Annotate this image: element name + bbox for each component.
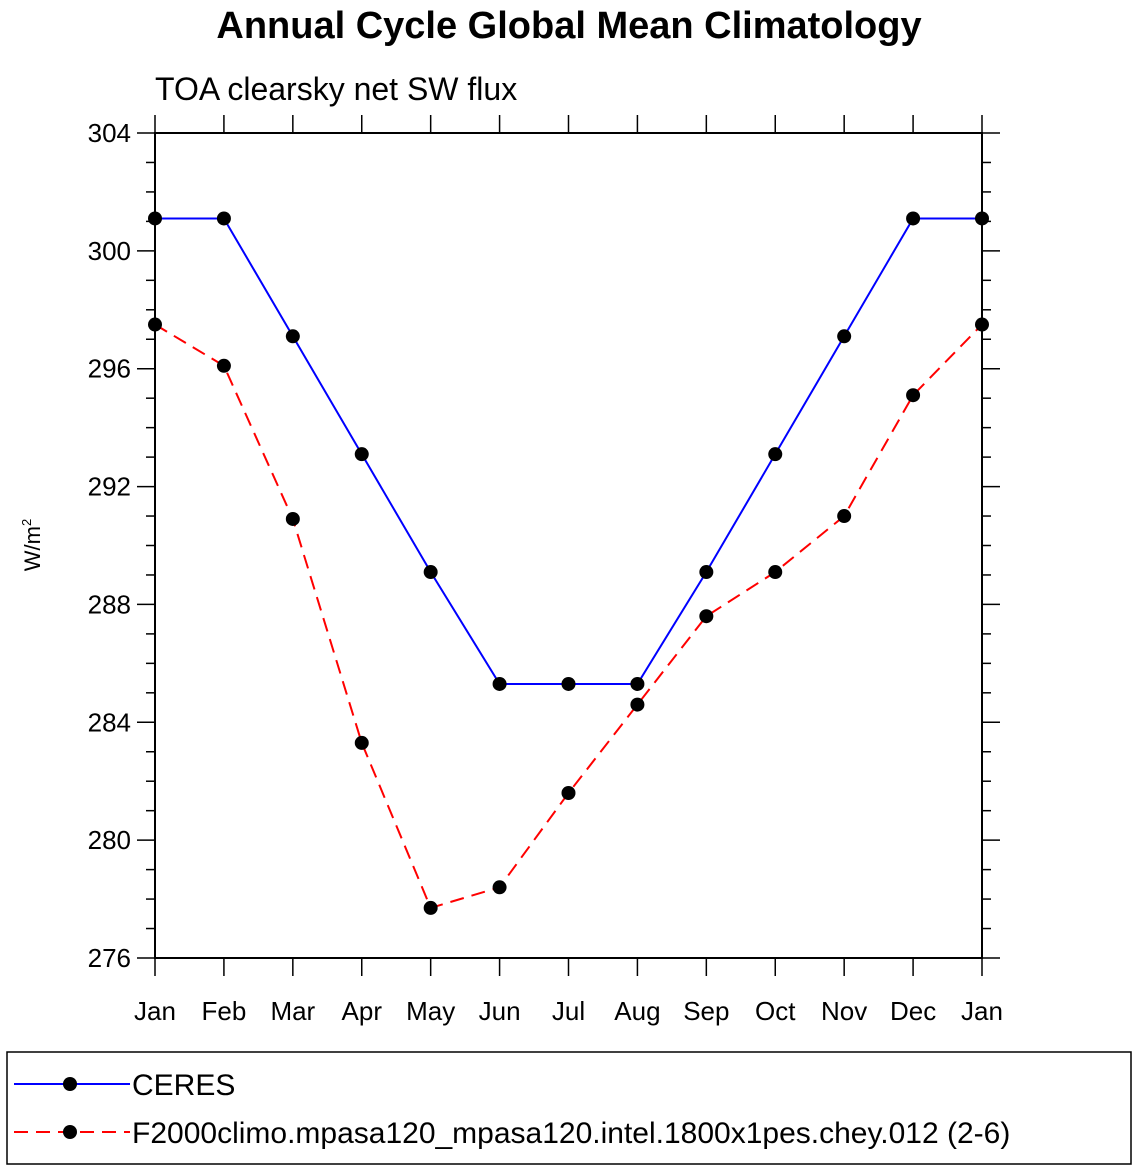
data-point-s0 (561, 676, 576, 691)
y-tick-label: 304 (88, 118, 131, 148)
x-tick-label: Jan (134, 996, 176, 1026)
x-tick-label: Jan (961, 996, 1003, 1026)
legend-marker-1 (63, 1125, 77, 1139)
data-point-s1 (975, 317, 989, 332)
y-axis-label: W/m2 (19, 519, 45, 571)
y-tick-label: 288 (88, 589, 131, 619)
data-point-s1 (837, 509, 852, 524)
legend-box (6, 1051, 1132, 1165)
data-point-s0 (906, 211, 921, 226)
data-point-s0 (216, 211, 231, 226)
x-tick-label: Feb (202, 996, 247, 1026)
series-line-0 (155, 217, 982, 685)
data-point-s1 (768, 565, 783, 580)
y-tick-label: 280 (88, 825, 131, 855)
x-tick-label: Apr (342, 996, 383, 1026)
x-tick-label: Dec (890, 996, 936, 1026)
chart-title: Annual Cycle Global Mean Climatology (216, 5, 921, 47)
data-point-s1 (216, 358, 231, 373)
data-point-s0 (492, 676, 507, 691)
data-point-s0 (423, 565, 438, 580)
svg-text:W/m2: W/m2 (19, 519, 45, 571)
data-point-s1 (285, 511, 300, 526)
data-point-s0 (630, 676, 645, 691)
data-point-s0 (699, 565, 714, 580)
plot-area: 276 280 284 288 292 296 300 304 Jan Feb Mar Apr May J… (88, 115, 1003, 1026)
x-tick-label: Nov (821, 996, 867, 1026)
x-tick-label: May (406, 996, 455, 1026)
data-point-s1 (630, 697, 645, 712)
y-axis-label-superscript: 2 (19, 519, 34, 526)
data-point-s1 (148, 317, 162, 332)
data-point-s0 (768, 447, 783, 462)
y-tick-label: 300 (88, 236, 131, 266)
data-point-s0 (354, 447, 369, 462)
data-point-s0 (837, 329, 852, 344)
data-point-s1 (561, 786, 576, 800)
legend-label-1: F2000climo.mpasa120_mpasa120.intel.1800x… (132, 1117, 1010, 1150)
data-point-s1 (354, 735, 369, 750)
x-tick-label: Oct (755, 996, 796, 1026)
data-point-s0 (975, 211, 989, 226)
legend: CERES F2000climo.mpasa120_mpasa120.intel.… (6, 1051, 1132, 1165)
data-point-s1 (699, 609, 714, 624)
data-point-s1 (423, 900, 438, 915)
y-axis-label-text: W/m (20, 526, 45, 571)
y-tick-label: 276 (88, 943, 131, 973)
data-point-s1 (906, 388, 921, 403)
y-tick-label: 296 (88, 354, 131, 384)
x-tick-label: Jul (552, 996, 585, 1026)
x-tick-label: Sep (683, 996, 729, 1026)
legend-label-0: CERES (132, 1069, 235, 1102)
y-tick-label: 292 (88, 472, 131, 502)
chart-subtitle: TOA clearsky net SW flux (155, 71, 517, 107)
series-line-1 (154, 323, 983, 910)
x-tick-label: Aug (614, 996, 660, 1026)
data-point-s0 (148, 211, 162, 226)
y-tick-label: 284 (88, 707, 131, 737)
legend-marker-0 (63, 1077, 77, 1091)
data-point-s0 (285, 329, 300, 344)
data-point-s1 (492, 880, 507, 895)
x-tick-label: Jun (479, 996, 521, 1026)
x-tick-label: Mar (270, 996, 315, 1026)
plot-frame (154, 132, 983, 959)
